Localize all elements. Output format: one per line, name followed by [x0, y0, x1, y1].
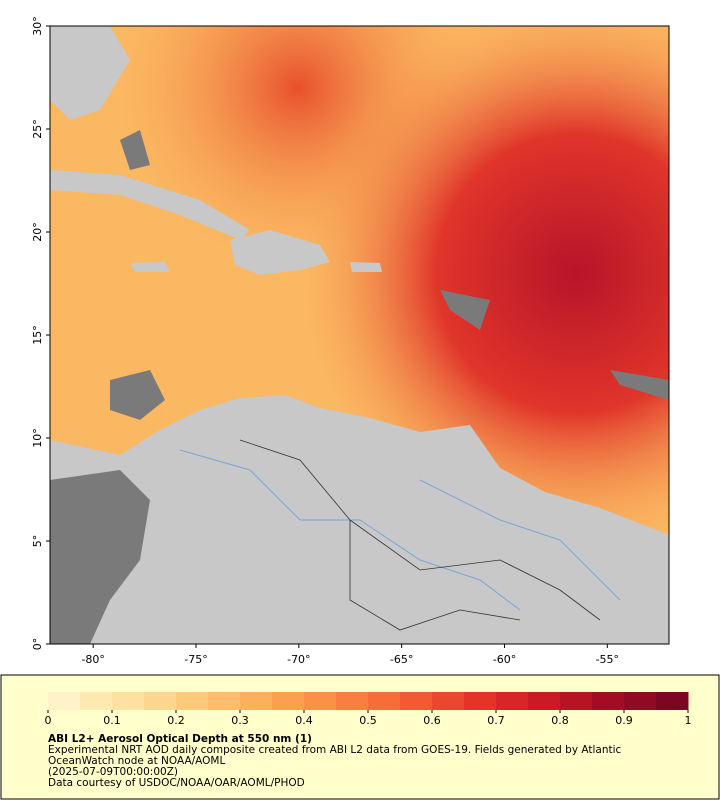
colorbar-bin	[464, 692, 497, 710]
colorbar-tick-label: 0.1	[103, 714, 121, 727]
colorbar-bin	[656, 692, 689, 710]
colorbar-tick-label: 0.8	[551, 714, 569, 727]
caption-line: Experimental NRT AOD daily composite cre…	[48, 744, 622, 756]
caption-line: Data courtesy of USDOC/NOAA/OAR/AOML/PHO…	[48, 777, 305, 789]
colorbar-bin	[592, 692, 625, 710]
y-tick-label: 0°	[31, 638, 44, 651]
colorbar-tick-label: 0.9	[615, 714, 633, 727]
colorbar-tick-label: 0.4	[295, 714, 313, 727]
colorbar-tick-label: 0.5	[359, 714, 377, 727]
y-tick-label: 25°	[31, 119, 44, 139]
colorbar-bin	[48, 692, 81, 710]
y-tick-label: 5°	[31, 535, 44, 548]
colorbar-bin	[176, 692, 209, 710]
x-tick-label: -65°	[390, 653, 413, 666]
colorbar-bin	[240, 692, 273, 710]
caption-line: (2025-07-09T00:00:00Z)	[48, 766, 178, 778]
colorbar-bin	[560, 692, 593, 710]
y-tick-label: 20°	[31, 222, 44, 242]
caption-title: ABI L2+ Aerosol Optical Depth at 550 nm …	[48, 733, 312, 745]
x-tick-label: -55°	[596, 653, 619, 666]
colorbar-bin	[496, 692, 529, 710]
colorbar-tick-label: 0.6	[423, 714, 441, 727]
colorbar-tick-label: 0	[45, 714, 52, 727]
colorbar-bin	[432, 692, 465, 710]
caption-line: OceanWatch node at NOAA/AOML	[48, 755, 225, 767]
colorbar-bin	[112, 692, 145, 710]
map-image	[50, 26, 669, 644]
colorbar-bin	[400, 692, 433, 710]
y-tick-label: 30°	[31, 16, 44, 36]
colorbar-bin	[272, 692, 305, 710]
colorbar-tick-label: 1	[685, 714, 692, 727]
colorbar-tick-label: 0.7	[487, 714, 505, 727]
colorbar-bin	[528, 692, 561, 710]
colorbar-bin	[336, 692, 369, 710]
colorbar-tick-label: 0.3	[231, 714, 249, 727]
colorbar-bin	[144, 692, 177, 710]
colorbar-tick-label: 0.2	[167, 714, 185, 727]
x-tick-label: -60°	[493, 653, 516, 666]
y-tick-label: 15°	[31, 325, 44, 345]
colorbar-bin	[208, 692, 241, 710]
colorbar-bin	[368, 692, 401, 710]
x-tick-label: -80°	[81, 653, 104, 666]
x-tick-label: -70°	[287, 653, 310, 666]
colorbar-bin	[624, 692, 657, 710]
colorbar-bin	[304, 692, 337, 710]
y-tick-label: 10°	[31, 428, 44, 448]
x-tick-label: -75°	[184, 653, 207, 666]
colorbar-bin	[80, 692, 113, 710]
